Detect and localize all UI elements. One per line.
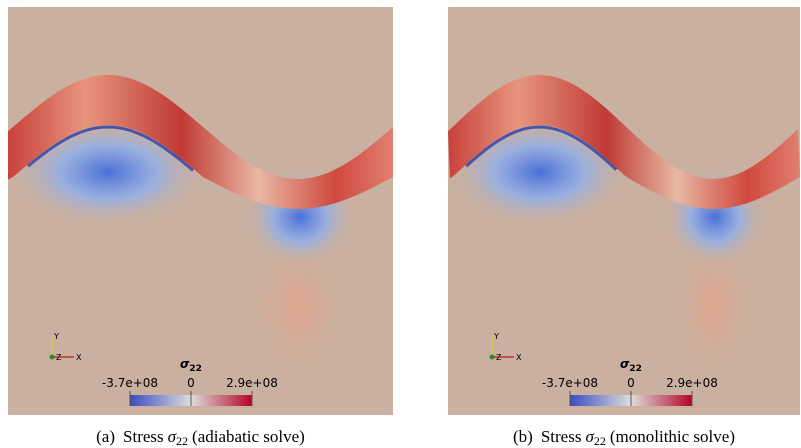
stress-band [448, 75, 800, 209]
caption: (b) Stress σ22 (monolithic solve) [513, 427, 735, 448]
colorbar-mid: 0 [187, 376, 195, 390]
colorbar-min: -3.7e+08 [102, 376, 158, 390]
colorbar-max: 2.9e+08 [226, 376, 278, 390]
colorbar-symbol: σ [180, 357, 190, 371]
caption-symbol: σ [585, 427, 594, 446]
axis-label-z: Z [496, 353, 502, 362]
colorbar-subscript: 22 [629, 364, 642, 374]
caption-label: (b) [513, 427, 533, 446]
caption-text: Stress [123, 427, 164, 446]
stress-low-region [238, 217, 358, 397]
stress-low-region [658, 217, 768, 397]
axis-z [489, 354, 495, 360]
caption-label: (a) [96, 427, 115, 446]
caption-subscript: 22 [176, 434, 188, 448]
caption-text: Stress [541, 427, 582, 446]
colorbar-title: σ22 [180, 357, 202, 374]
colorbar-title: σ22 [620, 357, 642, 374]
band-edge [465, 125, 618, 171]
caption-suffix: (adiabatic solve) [192, 427, 305, 446]
caption-symbol: σ [168, 427, 177, 446]
caption-subscript: 22 [594, 434, 606, 448]
stress-band [8, 75, 393, 209]
colorbar-mid: 0 [627, 376, 635, 390]
colorbar-max: 2.9e+08 [666, 376, 718, 390]
caption-suffix: (monolithic solve) [610, 427, 735, 446]
axis-label-x: X [516, 353, 522, 362]
axis-z [49, 354, 55, 360]
axis-label-x: X [76, 353, 82, 362]
axis-label-z: Z [56, 353, 62, 362]
colorbar-subscript: 22 [189, 364, 202, 374]
axis-label-y: Y [493, 332, 499, 341]
colorbar-min: -3.7e+08 [542, 376, 598, 390]
colorbar-symbol: σ [620, 357, 630, 371]
axis-label-y: Y [53, 332, 59, 341]
band-edge [27, 125, 194, 172]
caption: (a) Stress σ22 (adiabatic solve) [96, 427, 305, 448]
